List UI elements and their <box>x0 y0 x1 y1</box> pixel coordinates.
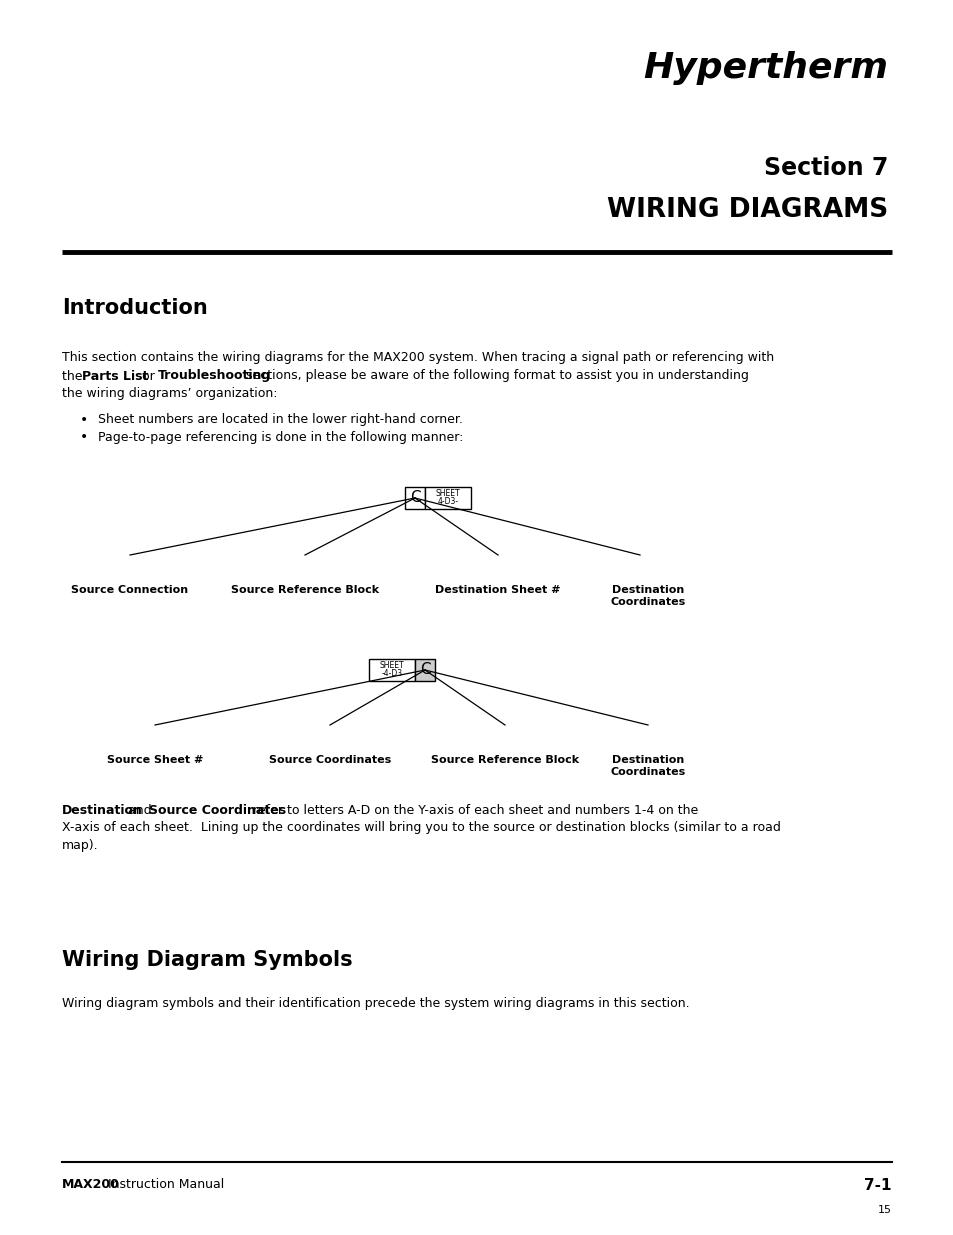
Text: Source Coordinates: Source Coordinates <box>149 804 286 816</box>
Text: Source Coordinates: Source Coordinates <box>269 755 391 764</box>
Text: Wiring Diagram Symbols: Wiring Diagram Symbols <box>62 950 353 969</box>
Text: -4-D3: -4-D3 <box>381 669 402 678</box>
Text: Destination: Destination <box>62 804 143 816</box>
Text: the wiring diagrams’ organization:: the wiring diagrams’ organization: <box>62 387 277 399</box>
Text: MAX200: MAX200 <box>62 1178 120 1192</box>
Bar <box>415 659 435 680</box>
Text: map).: map). <box>62 839 98 851</box>
Text: and: and <box>124 804 155 816</box>
Text: X-axis of each sheet.  Lining up the coordinates will bring you to the source or: X-axis of each sheet. Lining up the coor… <box>62 821 781 835</box>
Text: 4-D3-: 4-D3- <box>437 498 458 506</box>
Text: 7-1: 7-1 <box>863 1177 891 1193</box>
Text: sections, please be aware of the following format to assist you in understanding: sections, please be aware of the followi… <box>242 369 748 383</box>
Text: Source Sheet #: Source Sheet # <box>107 755 203 764</box>
Text: C: C <box>419 662 430 678</box>
Text: 15: 15 <box>877 1205 891 1215</box>
Text: Destination
Coordinates: Destination Coordinates <box>610 755 685 777</box>
Text: Source Reference Block: Source Reference Block <box>431 755 578 764</box>
Text: •: • <box>80 430 89 445</box>
Text: Introduction: Introduction <box>62 298 208 317</box>
Bar <box>405 487 424 509</box>
Text: Wiring diagram symbols and their identification precede the system wiring diagra: Wiring diagram symbols and their identif… <box>62 997 689 1009</box>
Bar <box>424 487 471 509</box>
Bar <box>369 659 415 680</box>
Text: SHEET: SHEET <box>379 662 404 671</box>
Text: Instruction Manual: Instruction Manual <box>104 1178 224 1192</box>
Text: •: • <box>80 412 89 427</box>
Text: WIRING DIAGRAMS: WIRING DIAGRAMS <box>606 198 887 224</box>
Text: Parts List: Parts List <box>82 369 149 383</box>
Text: Troubleshooting: Troubleshooting <box>158 369 271 383</box>
Text: Hypertherm: Hypertherm <box>642 51 887 85</box>
Text: the: the <box>62 369 87 383</box>
Text: refer to letters A-D on the Y-axis of each sheet and numbers 1-4 on the: refer to letters A-D on the Y-axis of ea… <box>249 804 698 816</box>
Text: Page-to-page referencing is done in the following manner:: Page-to-page referencing is done in the … <box>98 431 463 443</box>
Text: Source Reference Block: Source Reference Block <box>231 585 378 595</box>
Text: C: C <box>409 490 420 505</box>
Text: Destination Sheet #: Destination Sheet # <box>435 585 560 595</box>
Text: SHEET: SHEET <box>436 489 460 499</box>
Text: Section 7: Section 7 <box>762 156 887 180</box>
Text: Destination
Coordinates: Destination Coordinates <box>610 585 685 606</box>
Text: or: or <box>138 369 158 383</box>
Text: Source Connection: Source Connection <box>71 585 189 595</box>
Text: Sheet numbers are located in the lower right-hand corner.: Sheet numbers are located in the lower r… <box>98 414 462 426</box>
Text: This section contains the wiring diagrams for the MAX200 system. When tracing a : This section contains the wiring diagram… <box>62 352 773 364</box>
